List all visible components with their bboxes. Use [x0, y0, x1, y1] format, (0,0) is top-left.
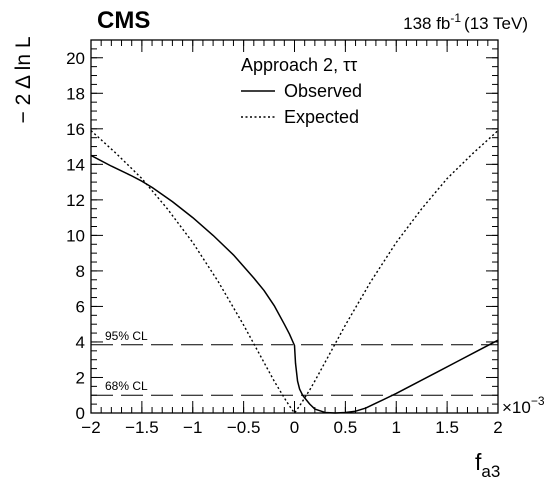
cl-reference-lines: 95% CL 68% CL — [91, 329, 498, 396]
lumi-value: 138 fb — [403, 14, 450, 33]
x-tick-label: 0.5 — [334, 418, 358, 437]
y-tick-label: 8 — [76, 262, 85, 281]
x-multiplier-exponent: −3 — [531, 394, 545, 408]
x-tick-label: −2 — [81, 418, 100, 437]
x-tick-label: 2 — [493, 418, 502, 437]
y-axis-label: − 2 Δ ln L — [12, 36, 35, 123]
y-tick-label: 16 — [66, 120, 85, 139]
cl-label-95: 95% CL — [105, 329, 148, 343]
x-tick-label: −1.5 — [125, 418, 159, 437]
y-tick-label: 14 — [66, 155, 85, 174]
x-tick-label: 1 — [392, 418, 401, 437]
legend-observed-label: Observed — [284, 81, 362, 101]
y-tick-label: 20 — [66, 49, 85, 68]
x-multiplier-base: ×10 — [502, 398, 531, 417]
legend-expected-label: Expected — [284, 107, 359, 127]
y-tick-label: 4 — [76, 333, 85, 352]
curves — [90, 130, 499, 414]
y-tick-label: 2 — [76, 368, 85, 387]
y-tick-label: 6 — [76, 297, 85, 316]
x-axis-label-sub: a3 — [481, 462, 500, 481]
y-tick-label: 12 — [66, 191, 85, 210]
legend-title: Approach 2, ττ — [241, 55, 357, 75]
x-tick-label: −1 — [183, 418, 202, 437]
x-tick-label: 1.5 — [435, 418, 459, 437]
observed-curve — [90, 154, 499, 414]
x-axis-multiplier: ×10−3 — [502, 394, 545, 417]
x-axis-label-main: f — [475, 449, 482, 475]
cl-label-68: 68% CL — [105, 379, 148, 393]
x-tick-label: −0.5 — [227, 418, 261, 437]
luminosity-label: 138 fb-1 (13 TeV) — [403, 11, 528, 33]
expected-curve — [90, 130, 499, 414]
y-tick-label: 10 — [66, 226, 85, 245]
plot-frame — [90, 39, 499, 414]
lumi-energy: (13 TeV) — [464, 14, 528, 33]
lumi-exponent: -1 — [450, 11, 461, 25]
x-tick-label: 0 — [290, 418, 299, 437]
cms-label: CMS — [97, 7, 150, 34]
x-axis-label: fa3 — [475, 449, 500, 481]
y-tick-label: 18 — [66, 84, 85, 103]
y-tick-label: 0 — [76, 404, 85, 423]
legend: Approach 2, ττ Observed Expected — [241, 55, 362, 127]
